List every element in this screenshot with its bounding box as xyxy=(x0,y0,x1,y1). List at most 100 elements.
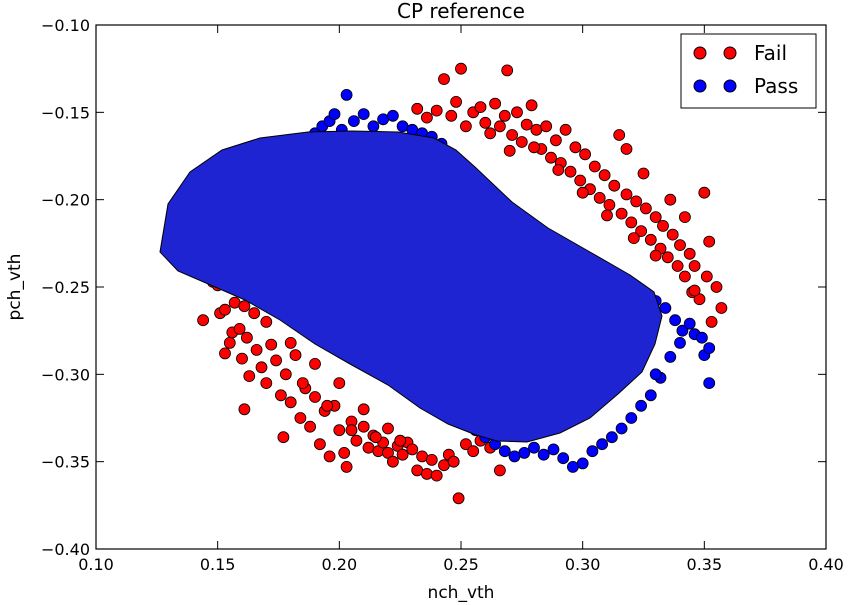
pass-point xyxy=(576,457,589,470)
legend-box xyxy=(680,33,817,109)
pass-point xyxy=(635,399,647,412)
fail-point xyxy=(382,422,394,435)
fail-point xyxy=(197,314,210,327)
fail-point xyxy=(233,322,246,335)
legend-fail-label: Fail xyxy=(754,41,787,65)
y-tick-label: −0.35 xyxy=(41,453,90,472)
fail-point xyxy=(223,336,236,349)
fail-point xyxy=(625,216,638,229)
pass-point xyxy=(377,113,390,126)
y-tick-label: −0.10 xyxy=(41,16,90,35)
legend-fail-marker-left xyxy=(693,46,707,60)
fail-point xyxy=(240,331,253,344)
pass-point xyxy=(703,342,716,355)
legend: Fail Pass xyxy=(680,33,817,109)
fail-point xyxy=(715,302,728,314)
fail-point xyxy=(615,207,628,220)
legend-fail-marker-right xyxy=(723,46,737,60)
fail-point xyxy=(260,315,273,328)
fail-point xyxy=(593,191,606,204)
fail-point xyxy=(430,469,443,482)
fail-point xyxy=(338,446,351,459)
pass-point xyxy=(644,389,657,402)
fail-point xyxy=(620,143,633,155)
fail-point xyxy=(503,144,516,157)
fail-point xyxy=(296,377,309,390)
x-tick-label: 0.20 xyxy=(322,555,358,574)
fail-point xyxy=(640,202,652,215)
fail-point xyxy=(333,377,346,390)
fail-point xyxy=(598,169,611,182)
pass-point xyxy=(596,438,608,451)
pass-point xyxy=(557,452,570,465)
fail-point xyxy=(333,424,346,437)
fail-point xyxy=(698,186,711,199)
fail-point xyxy=(705,315,718,328)
fail-point xyxy=(635,225,647,238)
fail-point xyxy=(498,109,511,122)
pass-point xyxy=(386,109,399,122)
fail-point xyxy=(627,232,640,245)
fail-point xyxy=(688,260,701,272)
fail-point xyxy=(362,441,375,454)
fail-point xyxy=(255,361,268,374)
pass-point xyxy=(669,314,681,327)
fail-point xyxy=(420,467,433,480)
fail-point xyxy=(382,446,394,459)
y-tick-label: −0.30 xyxy=(41,365,90,384)
pass-point xyxy=(508,450,521,463)
fail-point xyxy=(438,73,450,85)
fail-point xyxy=(321,399,334,412)
x-axis-label: nch_vth xyxy=(428,583,495,603)
pass-point xyxy=(328,108,341,120)
fail-point xyxy=(467,445,480,458)
fail-point xyxy=(309,391,321,403)
fail-point xyxy=(674,239,686,252)
fail-point xyxy=(479,116,492,129)
fail-point xyxy=(493,464,506,477)
fail-point xyxy=(243,370,256,383)
fail-point xyxy=(620,188,633,201)
fail-point xyxy=(386,455,399,468)
fail-point xyxy=(260,377,273,390)
fail-point xyxy=(279,368,292,381)
fail-point xyxy=(679,211,691,224)
fail-point xyxy=(603,198,616,211)
pass-point xyxy=(664,350,677,363)
pass-point xyxy=(567,460,579,473)
fail-point xyxy=(683,247,696,260)
pass-point xyxy=(683,317,696,330)
legend-pass-label: Pass xyxy=(754,74,798,98)
y-tick-label: −0.20 xyxy=(41,191,90,210)
pass-dense-cluster xyxy=(159,130,663,443)
fail-point xyxy=(671,260,684,272)
x-tick-label: 0.35 xyxy=(687,555,723,574)
y-axis: −0.40 −0.35 −0.30 −0.25 −0.20 −0.15 −0.10 xyxy=(41,16,826,559)
fail-point xyxy=(710,281,723,293)
fail-point xyxy=(289,349,302,362)
fail-point xyxy=(248,307,261,320)
fail-point xyxy=(420,111,433,124)
fail-point xyxy=(459,438,472,451)
fail-point xyxy=(661,251,674,264)
y-tick-label: −0.40 xyxy=(41,540,90,559)
fail-point xyxy=(688,284,701,297)
fail-point xyxy=(340,460,353,473)
fail-point xyxy=(369,431,382,444)
fail-point xyxy=(455,62,467,75)
chart-title: CP reference xyxy=(397,0,525,23)
fail-point xyxy=(394,434,407,447)
fail-point xyxy=(630,195,643,208)
fail-point xyxy=(649,211,662,224)
fail-point xyxy=(274,389,287,402)
fail-point xyxy=(657,219,669,232)
fail-point xyxy=(703,235,716,248)
fail-point xyxy=(309,357,321,370)
pass-point xyxy=(528,441,540,454)
fail-point xyxy=(613,129,626,141)
fail-point xyxy=(484,127,497,140)
fail-point xyxy=(528,141,540,154)
fail-point xyxy=(219,347,231,360)
x-axis: 0.10 0.15 0.20 0.25 0.30 0.35 0.40 xyxy=(78,25,844,574)
